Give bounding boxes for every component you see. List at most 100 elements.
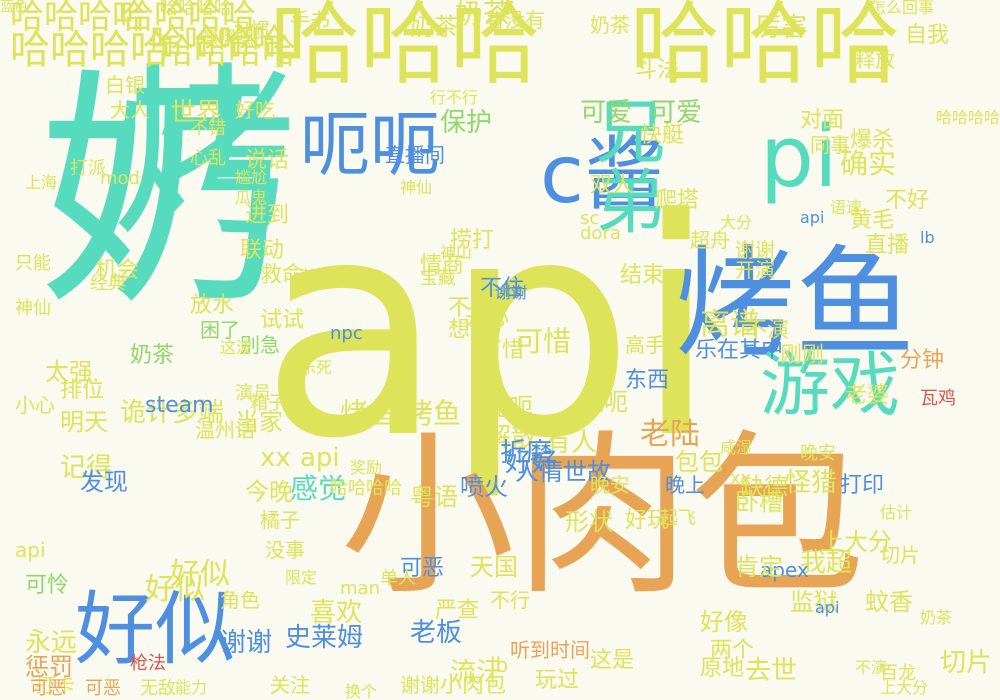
cloud-word: 呃呃 [300,104,440,186]
cloud-word: 打派 [70,158,106,179]
cloud-word: 奶 [0,60,286,310]
cloud-word: 太强 [45,358,93,386]
cloud-word: 喜欢 [310,598,363,628]
cloud-word: lb [920,228,935,247]
cloud-word: 关注 [270,673,310,697]
cloud-word: 可惜 [515,325,572,358]
cloud-word: 手书 [290,8,330,32]
cloud-word: 可恶 [30,678,66,699]
cloud-word: 哈哈哈 [630,0,900,97]
cloud-word: 心乱 [190,148,226,169]
cloud-word: 玩过 [535,668,580,693]
cloud-word: 经典 [90,273,126,294]
cloud-word: pi [760,108,838,207]
cloud-word: 直播 [865,233,910,258]
cloud-word: api [260,155,718,504]
cloud-word: 大人 [110,98,150,122]
cloud-word: 永远 [25,628,78,658]
cloud-word: 枪法 [130,653,166,674]
cloud-word: 角色 [220,588,260,612]
cloud-word: 机会 [95,258,140,283]
cloud-word: 哈哈哈哈 [10,27,170,73]
cloud-word: 行不行 [430,88,479,107]
cloud-word: 怪猎 [785,468,838,498]
cloud-word: 演员 [235,383,271,404]
cloud-word: 只能 [15,253,51,274]
cloud-word: 当家 [235,408,283,436]
cloud-word: 百龙 [880,663,916,684]
cloud-word: 神仙 [15,298,51,319]
cloud-word: 好玩 [625,508,670,533]
cloud-word: 明天 [60,408,108,436]
cloud-word: 乐死 [300,358,333,377]
cloud-word: 好似 [170,557,230,592]
cloud-word: 折磨 [500,438,553,468]
cloud-word: 肯定 [735,553,783,581]
cloud-word: 烤鱼 [675,235,915,374]
cloud-word: 哈哈哈哈 [10,0,146,37]
cloud-word: 神山 [440,243,473,262]
cloud-word: 流汗 [450,658,503,688]
cloud-word: 不想 [444,295,469,339]
cloud-word: 原地 [700,656,745,681]
cloud-word: 双人 [590,173,635,198]
cloud-word: 能力 [175,678,208,697]
cloud-word: 没事 [265,538,305,562]
cloud-word: 烤鱼 [340,397,397,430]
cloud-word: 释放 [855,48,895,72]
cloud-word: 晚安 [800,443,836,464]
cloud-word: 不住 [480,276,525,301]
cloud-word: 蓝色 [0,0,28,15]
cloud-word: api [800,208,825,227]
cloud-word: 可爱 [580,98,633,128]
cloud-word: 宝藏 [420,268,456,289]
cloud-word: 小肉包 [440,673,507,698]
cloud-word: 谢谢 [735,238,775,262]
cloud-word: 游戏 [760,344,900,426]
cloud-word: 厉害 [755,13,808,43]
cloud-word: 试试 [260,308,305,333]
cloud-word: 这是 [590,648,635,673]
cloud-word: 好像 [700,608,748,636]
cloud-word: 形状 [565,508,613,536]
cloud-word: 打架 [345,268,381,289]
cloud-word: 老陆 [640,417,700,452]
cloud-word: 刚刚 [780,343,825,368]
cloud-word: 排位 [60,378,105,403]
cloud-word: 结束 [620,263,665,288]
cloud-word: 上大分 [880,678,929,697]
cloud-word: 奶茶 [410,13,458,41]
cloud-word: 惩罚 [25,653,73,681]
cloud-word: 卧槽 [735,488,783,516]
cloud-word: 有人 [545,428,598,458]
cloud-word: 哈哈哈哈 [120,0,256,37]
cloud-word: 离谱 [700,307,760,342]
cloud-word: api [300,443,340,473]
cloud-word: 世界 [170,98,223,128]
cloud-word: 橘子 [260,508,300,532]
cloud-word: mod [100,168,140,189]
cloud-word: man [340,578,380,599]
cloud-word: 估计 [880,503,913,522]
cloud-word: 限定 [285,568,318,587]
cloud-word: 好好 [505,448,558,478]
cloud-word: 记得 [60,453,113,483]
cloud-word: xx [730,468,752,489]
cloud-word: 诡计多端 [120,398,225,428]
cloud-word: 瓜鬼 [235,188,268,207]
cloud-word: 情商 [420,253,465,278]
cloud-word: 谢谢 [495,283,528,302]
cloud-word: 好吃 [235,98,275,122]
cloud-word: 快艇 [640,123,685,148]
cloud-word: 哈哈哈哈 [160,0,232,19]
cloud-word: 对面 [800,108,845,133]
cloud-word: 可怜 [25,573,70,598]
cloud-word: 哈哈哈哈 [160,32,296,72]
cloud-word: 小心 [15,393,55,417]
cloud-word: 小肉包 [340,416,865,619]
cloud-word: 呃呃 [580,388,628,416]
cloud-word: 感觉 [290,472,347,505]
cloud-word: 奶茶 [130,343,175,368]
cloud-word: 放水 [190,293,235,318]
cloud-word: 单人 [380,568,416,589]
